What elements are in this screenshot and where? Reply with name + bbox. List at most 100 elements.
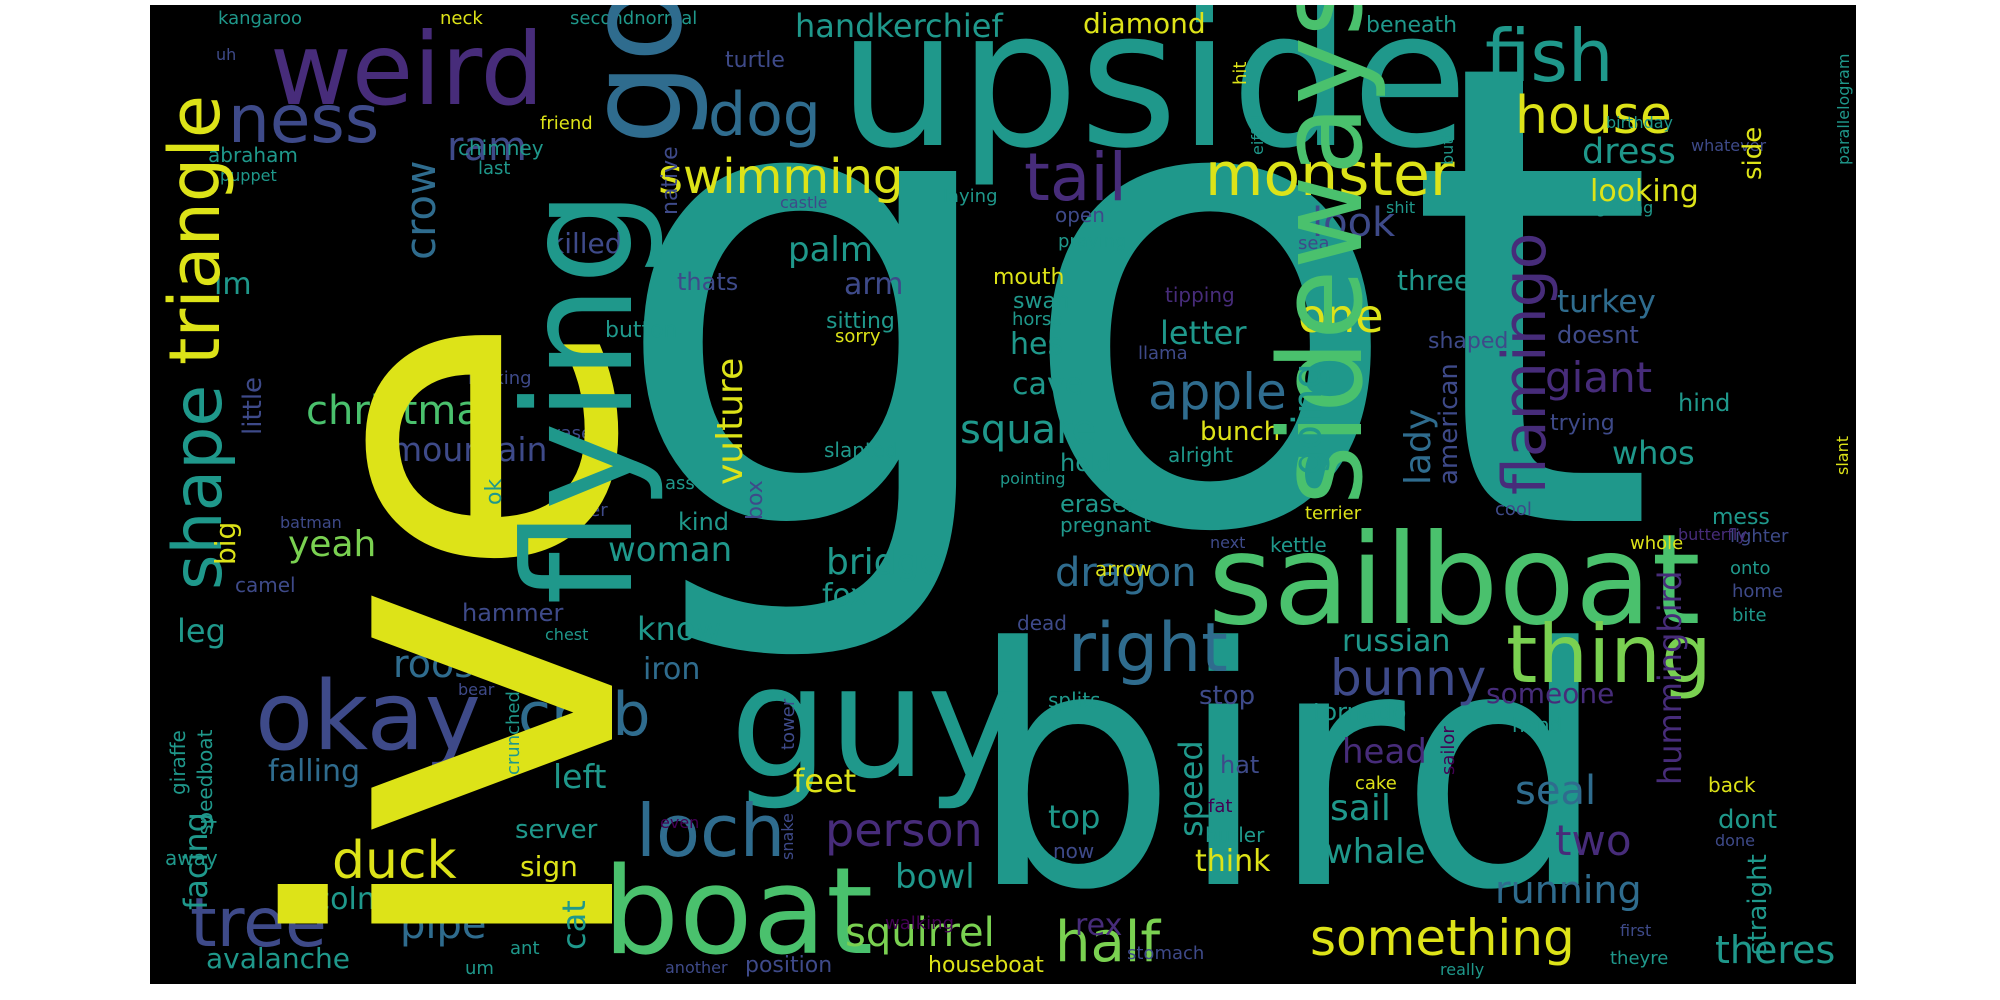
word-american: american — [1434, 363, 1464, 485]
word-position: another — [665, 958, 728, 977]
word-tipping: tipping — [1165, 283, 1235, 307]
word-got: got — [608, 5, 1657, 672]
word-bite: bite — [1732, 605, 1767, 626]
word-mountain: mountain — [390, 430, 548, 469]
word-vulture: vulture — [710, 357, 751, 485]
word-dont: dont — [1718, 805, 1778, 835]
word-secondnormal: secondnormal — [570, 8, 698, 29]
word-hammer: hammer — [462, 599, 564, 627]
word-tail: tail — [1024, 139, 1127, 216]
word-slant: cake — [1355, 773, 1397, 794]
word-birthday: getting — [1596, 198, 1654, 217]
word-bear: bear — [458, 680, 495, 699]
word-dog: dog — [708, 80, 821, 150]
word-ant: walking — [885, 913, 955, 934]
word-pregnant: pregnant — [1060, 513, 1151, 537]
word-someone: someone — [1486, 677, 1615, 710]
word-hat: hat — [1220, 751, 1260, 779]
word-doesnt: doesnt — [1557, 321, 1639, 349]
word-three: three — [1397, 264, 1472, 297]
word-ok: ok — [482, 478, 507, 505]
word-head: head — [1342, 732, 1427, 772]
word-christmas: christmas — [306, 388, 502, 434]
word-crab: crab — [518, 680, 651, 750]
word-theres: theres — [1715, 928, 1836, 972]
word-flying: flying — [493, 189, 667, 605]
word-going: going — [1285, 363, 1331, 475]
word-camel: camel — [235, 573, 296, 597]
word-slanted: slanted — [824, 438, 898, 462]
word-neck: neck — [440, 8, 483, 29]
word-swan: swan — [1013, 289, 1070, 314]
word-hes: hes — [1010, 327, 1064, 362]
word-fish: fish — [1485, 14, 1614, 98]
word-woman: woman — [608, 530, 733, 570]
word-sorry: sorry — [835, 326, 881, 347]
word-bowl: bowl — [895, 857, 975, 897]
word-fat: now — [1053, 839, 1095, 863]
word-turtle: native — [658, 146, 683, 215]
word-half: half — [1055, 910, 1161, 975]
word-think: think — [1195, 844, 1271, 879]
word-friend: friend — [540, 113, 593, 134]
word-thats: thats — [677, 268, 739, 296]
word-whatever: birthday — [1606, 113, 1674, 132]
word-uh: uh — [216, 45, 237, 64]
word-pointing: pointing — [1000, 469, 1066, 488]
word-whale: whale — [1325, 832, 1426, 872]
word-tower: tower — [778, 698, 799, 750]
word-falling: falling — [268, 754, 361, 789]
word-butler: butler — [1205, 823, 1265, 847]
word-lighter: lighter — [1730, 526, 1789, 547]
word-button: button — [605, 318, 678, 343]
word-bunny: bunny — [1330, 649, 1487, 707]
word-kind: kind — [678, 508, 730, 536]
word-crunched: crunched — [503, 691, 524, 775]
word-arrow: arrow — [1095, 557, 1152, 581]
word-ass: ass — [665, 473, 695, 494]
word-first: stomach — [1127, 943, 1205, 964]
word-open: open — [1055, 203, 1105, 227]
word-square: square — [960, 407, 1097, 453]
word-speedboat: speedboat — [193, 729, 217, 835]
word-trying: trying — [1550, 411, 1615, 436]
word-mess: mess — [1712, 505, 1770, 530]
word-home: home — [1732, 581, 1784, 602]
word-horse: horse — [1012, 309, 1063, 330]
word-know: know — [637, 610, 722, 648]
word-duck: duck — [332, 831, 457, 891]
word-onto: onto — [1730, 558, 1771, 579]
word-tree: tree — [190, 884, 327, 963]
word-dragon: dragon — [1055, 550, 1197, 596]
word-stop: stop — [1199, 681, 1256, 711]
word-um: ant — [510, 938, 540, 959]
word-parallelogram: parallelogram — [1834, 53, 1853, 165]
word-beneath: beneath — [1366, 13, 1458, 38]
word-thing: thing — [1506, 608, 1712, 701]
word-even: done — [1715, 831, 1755, 850]
word-theyre: first — [1620, 921, 1652, 940]
word-ness: ness — [228, 81, 380, 158]
word-leg: leg — [177, 612, 226, 650]
word-one: one — [1298, 289, 1384, 343]
word-tornado: tornado — [1313, 698, 1407, 726]
word-native: turtle — [725, 48, 785, 73]
word-walking: even — [660, 813, 700, 832]
word-mouth: mouth — [993, 265, 1065, 290]
word-right: right — [1068, 609, 1228, 688]
word-feet: feet — [793, 762, 857, 800]
word-whos: whos — [1612, 434, 1695, 472]
word-bunch: bunch — [1200, 417, 1281, 447]
word-puppet: puppet — [220, 166, 277, 185]
word-cave: cave — [1012, 367, 1084, 402]
word-really: theyre — [1610, 948, 1669, 969]
word-sitting: sitting — [826, 309, 895, 334]
word-left: left — [553, 757, 607, 796]
word-now: butterfly — [1678, 525, 1747, 544]
word-done: sailor — [1438, 726, 1459, 775]
word-cat: cat — [555, 900, 593, 950]
word-ram: ram — [447, 124, 527, 170]
word-cool: cool — [1495, 499, 1532, 520]
word-looking: looking — [1590, 174, 1699, 209]
word-running: running — [1495, 868, 1642, 912]
